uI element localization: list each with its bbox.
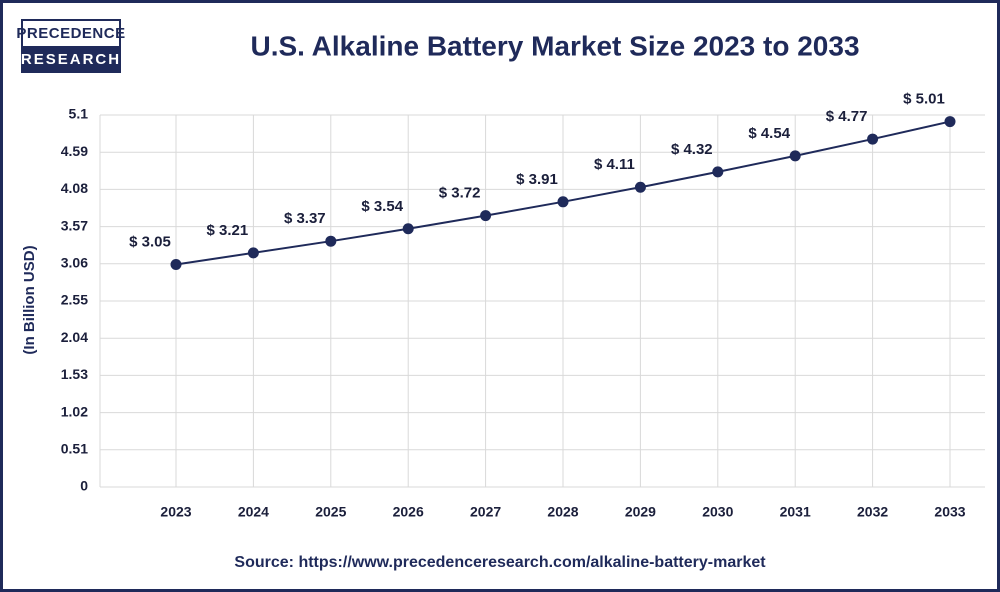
- y-tick-label: 4.59: [61, 143, 88, 159]
- y-tick-label: 2.55: [61, 292, 88, 308]
- value-label: $ 4.11: [594, 156, 635, 173]
- logo-line1: PRECEDENCE: [16, 25, 125, 42]
- x-tick-label: 2026: [393, 504, 424, 520]
- point: [325, 235, 337, 247]
- point: [944, 116, 956, 128]
- y-tick-label: 0: [80, 478, 88, 494]
- value-label: $ 5.01: [903, 91, 945, 108]
- y-tick-label: 2.04: [61, 329, 88, 345]
- x-tick-label: 2029: [625, 504, 656, 520]
- value-label: $ 3.72: [439, 185, 481, 202]
- x-tick-label: 2033: [934, 504, 965, 520]
- y-tick-label: 4.08: [61, 180, 88, 196]
- value-label: $ 4.77: [826, 108, 868, 125]
- value-label: $ 3.05: [129, 233, 171, 250]
- x-tick-label: 2025: [315, 504, 346, 520]
- point: [557, 196, 569, 208]
- x-tick-label: 2031: [780, 504, 811, 520]
- y-axis-label: (In Billion USD): [21, 245, 38, 354]
- value-label: $ 4.54: [748, 125, 790, 142]
- y-tick-label: 1.02: [61, 403, 88, 419]
- x-tick-label: 2024: [238, 504, 269, 520]
- value-label: $ 3.54: [361, 198, 403, 215]
- x-tick-label: 2030: [702, 504, 733, 520]
- y-tick-label: 3.06: [61, 255, 88, 271]
- value-label: $ 3.91: [516, 171, 558, 188]
- chart-title: U.S. Alkaline Battery Market Size 2023 t…: [250, 30, 859, 61]
- point: [712, 166, 724, 178]
- y-tick-label: 5.1: [69, 106, 89, 122]
- y-tick-label: 0.51: [61, 441, 88, 457]
- point: [789, 150, 801, 162]
- x-tick-label: 2032: [857, 504, 888, 520]
- value-label: $ 3.37: [284, 210, 326, 227]
- source: Source: https://www.precedenceresearch.c…: [234, 554, 766, 571]
- point: [634, 181, 646, 193]
- point: [170, 259, 182, 271]
- x-tick-label: 2028: [547, 504, 578, 520]
- point: [867, 133, 879, 145]
- point: [247, 247, 259, 259]
- point: [480, 210, 492, 222]
- value-label: $ 4.32: [671, 141, 713, 158]
- x-tick-label: 2023: [160, 504, 191, 520]
- logo-line2: RESEARCH: [21, 51, 121, 68]
- point: [402, 223, 414, 235]
- y-tick-label: 1.53: [61, 366, 88, 382]
- y-tick-label: 3.57: [61, 217, 88, 233]
- logo-band: [22, 46, 120, 72]
- value-label: $ 3.21: [207, 222, 249, 239]
- x-tick-label: 2027: [470, 504, 501, 520]
